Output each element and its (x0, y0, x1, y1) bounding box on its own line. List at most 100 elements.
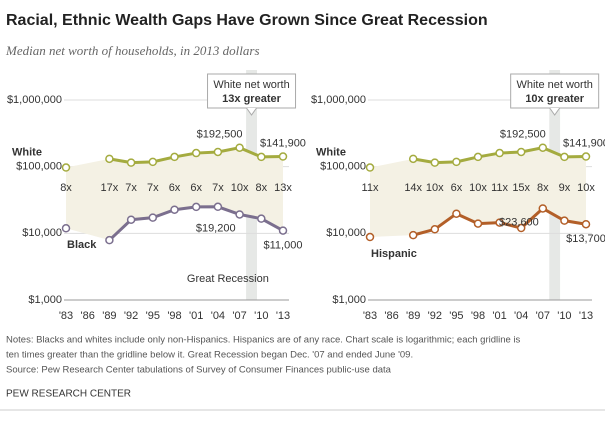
value-label: $11,000 (264, 239, 303, 251)
callout-box (207, 73, 297, 109)
point (538, 204, 548, 213)
point (538, 143, 548, 152)
point (560, 216, 569, 225)
point (495, 218, 504, 227)
x-tick-label: '07 (536, 310, 550, 322)
ratio-label: 11x (491, 182, 508, 194)
y-tick-label: $1,000,000 (7, 94, 62, 106)
x-tick-label: '83 (59, 310, 73, 322)
callout-pointer (246, 107, 257, 116)
x-tick-label: '10 (557, 310, 571, 322)
x-tick-label: '89 (102, 310, 116, 322)
x-tick-label: '92 (428, 310, 442, 322)
x-tick-label: '83 (363, 310, 377, 322)
title: Racial, Ethnic Wealth Gaps Have Grown Si… (6, 12, 488, 29)
x-tick-label: '98 (167, 310, 181, 322)
point (148, 157, 158, 167)
ratio-label: 8x (537, 182, 549, 194)
value-label: $19,200 (196, 222, 236, 234)
point (495, 148, 504, 158)
gap-band (370, 147, 586, 238)
ratio-label: 10x (577, 182, 595, 194)
point (430, 225, 440, 234)
y-tick-label: $10,000 (326, 227, 366, 239)
point (560, 152, 569, 162)
callout-pointer (549, 107, 561, 116)
ratio-label: 7x (212, 182, 224, 194)
ratio-label: 6x (190, 182, 202, 194)
x-tick-label: '86 (81, 310, 95, 322)
ratio-label: 17x (101, 182, 119, 194)
point (191, 202, 201, 212)
point (191, 148, 201, 158)
point (516, 147, 526, 157)
series-name: White (316, 146, 346, 158)
point (105, 235, 114, 245)
point (235, 143, 244, 152)
y-tick-label: $1,000,000 (311, 94, 366, 106)
x-tick-label: '01 (189, 310, 203, 322)
y-tick-label: $100,000 (320, 161, 366, 173)
x-tick-label: '86 (384, 310, 398, 322)
callout-text: White net worth (213, 79, 289, 91)
point (61, 163, 71, 172)
x-tick-label: '89 (406, 310, 420, 322)
y-tick-label: $1,000 (28, 294, 62, 306)
x-tick-label: '95 (449, 310, 463, 322)
point (126, 215, 136, 224)
point (408, 230, 418, 240)
point (516, 223, 526, 233)
x-tick-label: '92 (124, 310, 138, 322)
point (365, 232, 375, 242)
ratio-label: 14x (404, 182, 422, 194)
callout-text: 13x greater (222, 93, 281, 105)
ratio-label: 6x (169, 182, 181, 194)
note: Notes: Blacks and whites include only no… (6, 335, 521, 346)
ratio-label: 10x (426, 182, 444, 194)
ratio-label: 6x (451, 182, 463, 194)
source: Source: Pew Research Center tabulations … (6, 365, 392, 376)
y-tick-label: $1,000 (332, 294, 366, 306)
point (473, 219, 483, 228)
point (148, 213, 158, 222)
point (170, 152, 179, 162)
point (430, 158, 440, 167)
point (257, 214, 266, 223)
ratio-label: 10x (469, 182, 487, 194)
x-tick-label: '10 (254, 310, 268, 322)
value-label: $141,900 (260, 137, 306, 149)
point (170, 205, 179, 214)
x-tick-label: '04 (211, 310, 225, 322)
value-label: $23,600 (499, 216, 539, 228)
note: ten times greater than the gridline belo… (6, 350, 413, 361)
point (278, 226, 288, 235)
ratio-label: 11x (362, 182, 379, 194)
point (581, 152, 591, 161)
ratio-label: 9x (559, 182, 571, 194)
point (105, 154, 114, 164)
point (61, 224, 71, 233)
value-label: $13,700 (566, 233, 605, 245)
point (365, 163, 375, 172)
ratio-label: 8x (255, 182, 267, 194)
point (452, 209, 461, 218)
callout-text: White net worth (516, 79, 592, 91)
ratio-label: 10x (231, 182, 249, 194)
point (213, 202, 223, 212)
x-tick-label: '13 (276, 310, 290, 322)
callout-text: 10x greater (525, 93, 584, 105)
x-tick-label: '13 (579, 310, 593, 322)
y-tick-label: $10,000 (22, 227, 62, 239)
ratio-label: 7x (147, 182, 159, 194)
x-tick-label: '01 (492, 310, 506, 322)
x-tick-label: '95 (146, 310, 160, 322)
recession-label: Great Recession (187, 273, 269, 285)
x-tick-label: '98 (471, 310, 485, 322)
subtitle: Median net worth of households, in 2013 … (5, 43, 260, 58)
point (257, 152, 266, 162)
footer: PEW RESEARCH CENTER (6, 389, 131, 400)
point (126, 158, 136, 167)
series-name: Black (67, 239, 97, 251)
point (581, 219, 591, 229)
